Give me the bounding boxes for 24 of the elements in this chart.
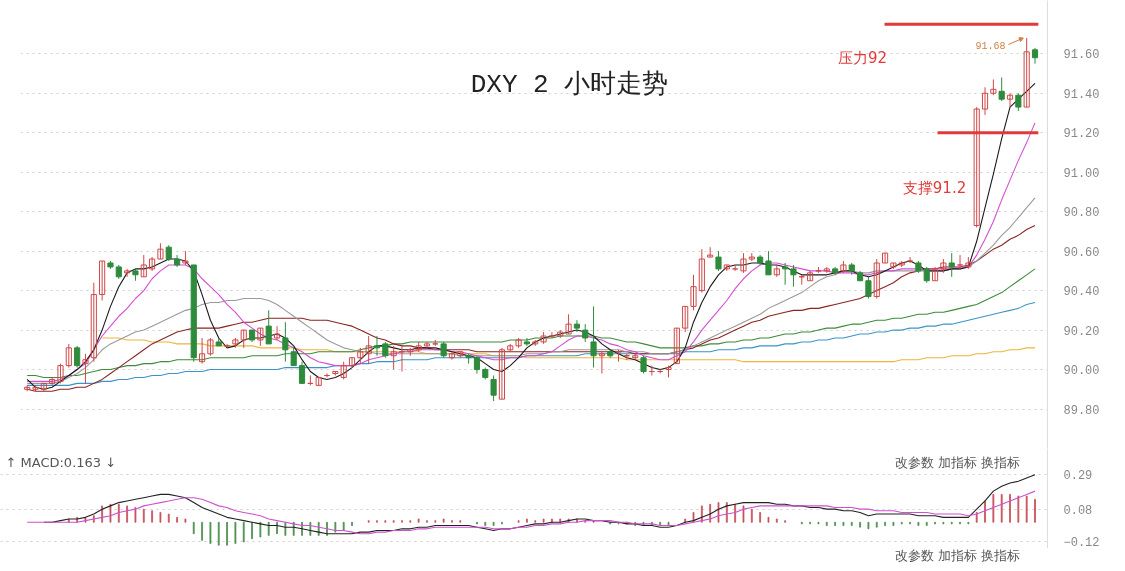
y-tick-label: 90.60 (1063, 245, 1100, 260)
annotation: 换指标 (980, 546, 1020, 565)
annotation: 换指标 (981, 455, 1020, 470)
annotation: 加指标 (937, 546, 977, 565)
y-tick-label: 0.08 (1063, 503, 1093, 518)
y-tick-label: 0.29 (1063, 469, 1093, 484)
text: DXY 2 小时走势 (470, 69, 669, 100)
y-tick-label: 91.60 (1063, 48, 1100, 63)
y-tick-label: −0.12 (1063, 536, 1100, 551)
y-tick-label: 91.20 (1063, 127, 1100, 142)
ref-line-label: 压力92 (837, 48, 888, 67)
y-tick-label: 90.80 (1063, 206, 1100, 221)
annotation: 改参数 (894, 546, 934, 565)
annotation: 91.68 (975, 41, 1006, 52)
annotation: ↑ MACD:0.163 ↓ (5, 455, 117, 470)
y-tick-label: 91.00 (1063, 166, 1100, 181)
y-tick-label: 89.80 (1063, 403, 1100, 418)
y-tick-label: 90.40 (1063, 285, 1100, 300)
y-tick-label: 91.40 (1063, 87, 1100, 102)
annotation: 改参数 (895, 455, 934, 470)
y-tick-label: 90.20 (1063, 324, 1100, 339)
annotation: 加指标 (938, 455, 977, 470)
y-tick-label: 90.00 (1063, 364, 1100, 379)
ref-line-label: 支撑91.2 (902, 178, 967, 197)
